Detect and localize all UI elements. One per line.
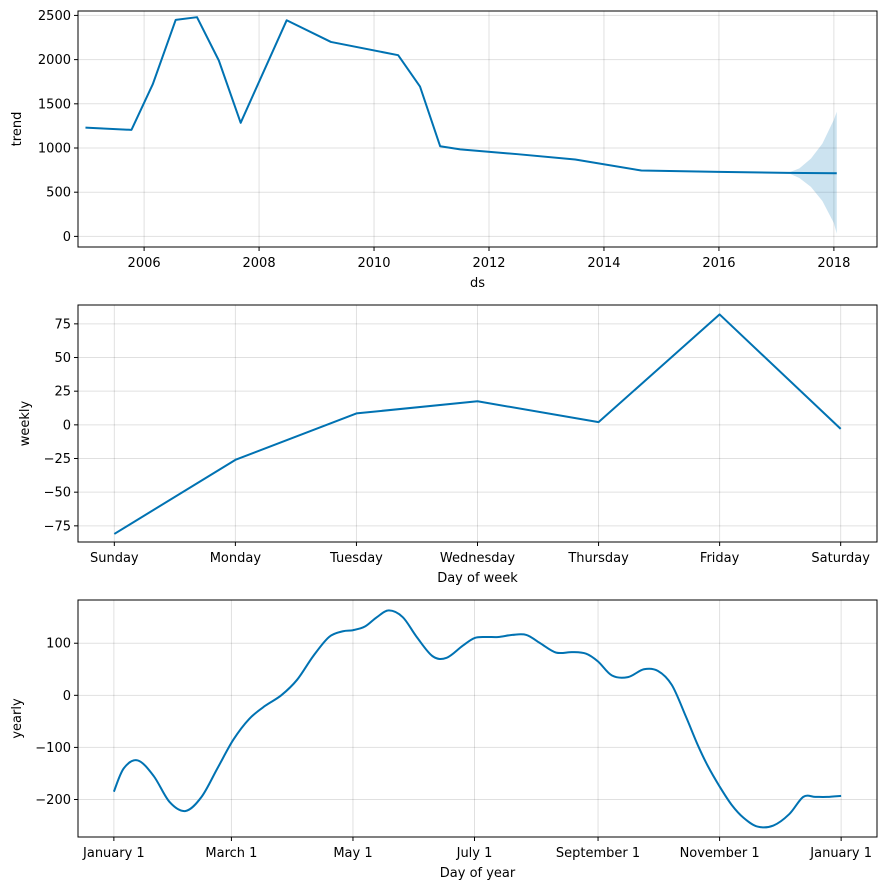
- x-tick-label: 2008: [243, 256, 276, 271]
- x-tick-label: Sunday: [90, 551, 139, 566]
- x-tick-label: March 1: [205, 846, 257, 861]
- plot-frame: [77, 10, 878, 248]
- x-tick-label: 2014: [587, 256, 620, 271]
- y-tick-label: 2500: [38, 9, 71, 24]
- y-tick-label: 50: [54, 351, 71, 366]
- trend-panel: 2006 2008 2010 2012 2014 2016 2018 0 500 1000 1500…: [10, 9, 878, 291]
- y-tick-label: −25: [44, 452, 71, 467]
- y-tick-label: −75: [44, 519, 71, 534]
- y-tick-label: 100: [46, 637, 71, 652]
- weekly-panel: Sunday Monday Tuesday Wednesday Thursday Frid…: [18, 304, 878, 586]
- x-tick-label: 2010: [357, 256, 390, 271]
- x-tick-label: 2018: [817, 256, 850, 271]
- x-tick-label: September 1: [556, 846, 640, 861]
- x-tick-label: May 1: [333, 846, 372, 861]
- y-tick-label: 0: [63, 230, 71, 245]
- x-tick-label: July 1: [456, 846, 493, 861]
- y-tick-label: 75: [54, 317, 71, 332]
- y-axis-label: yearly: [10, 698, 25, 739]
- x-axis-label: Day of week: [437, 571, 518, 586]
- x-tick-label: Wednesday: [440, 551, 516, 566]
- y-tick-label: 1000: [38, 142, 71, 157]
- x-tick-label: Friday: [700, 551, 740, 566]
- x-tick-label: 2012: [472, 256, 505, 271]
- x-tick-label: November 1: [680, 846, 760, 861]
- x-tick-label: January 1: [809, 846, 872, 861]
- trend-series-line: [85, 16, 837, 175]
- yearly-series-line: [112, 609, 842, 829]
- plot-frame: [77, 599, 878, 838]
- y-tick-label: 25: [54, 385, 71, 400]
- x-tick-label: January 1: [82, 846, 145, 861]
- y-tick-label: −200: [35, 793, 71, 808]
- y-tick-label: 1500: [38, 97, 71, 112]
- x-tick-label: Thursday: [567, 551, 629, 566]
- x-axis-label: Day of year: [440, 866, 516, 881]
- weekly-series-line: [113, 313, 842, 535]
- yearly-panel: January 1 March 1 May 1 July 1 September 1 No…: [10, 599, 878, 881]
- x-tick-label: Saturday: [811, 551, 870, 566]
- y-tick-label: −50: [44, 486, 71, 501]
- x-tick-label: Monday: [210, 551, 262, 566]
- y-axis-label: weekly: [18, 400, 33, 446]
- y-tick-label: 0: [63, 689, 71, 704]
- y-axis-label: trend: [10, 112, 25, 147]
- x-axis-label: ds: [470, 276, 485, 291]
- x-tick-label: 2006: [128, 256, 161, 271]
- y-tick-label: 500: [46, 186, 71, 201]
- x-tick-label: Tuesday: [329, 551, 383, 566]
- y-tick-label: −100: [35, 741, 71, 756]
- y-tick-label: 0: [63, 418, 71, 433]
- x-tick-label: 2016: [702, 256, 735, 271]
- y-tick-label: 2000: [38, 53, 71, 68]
